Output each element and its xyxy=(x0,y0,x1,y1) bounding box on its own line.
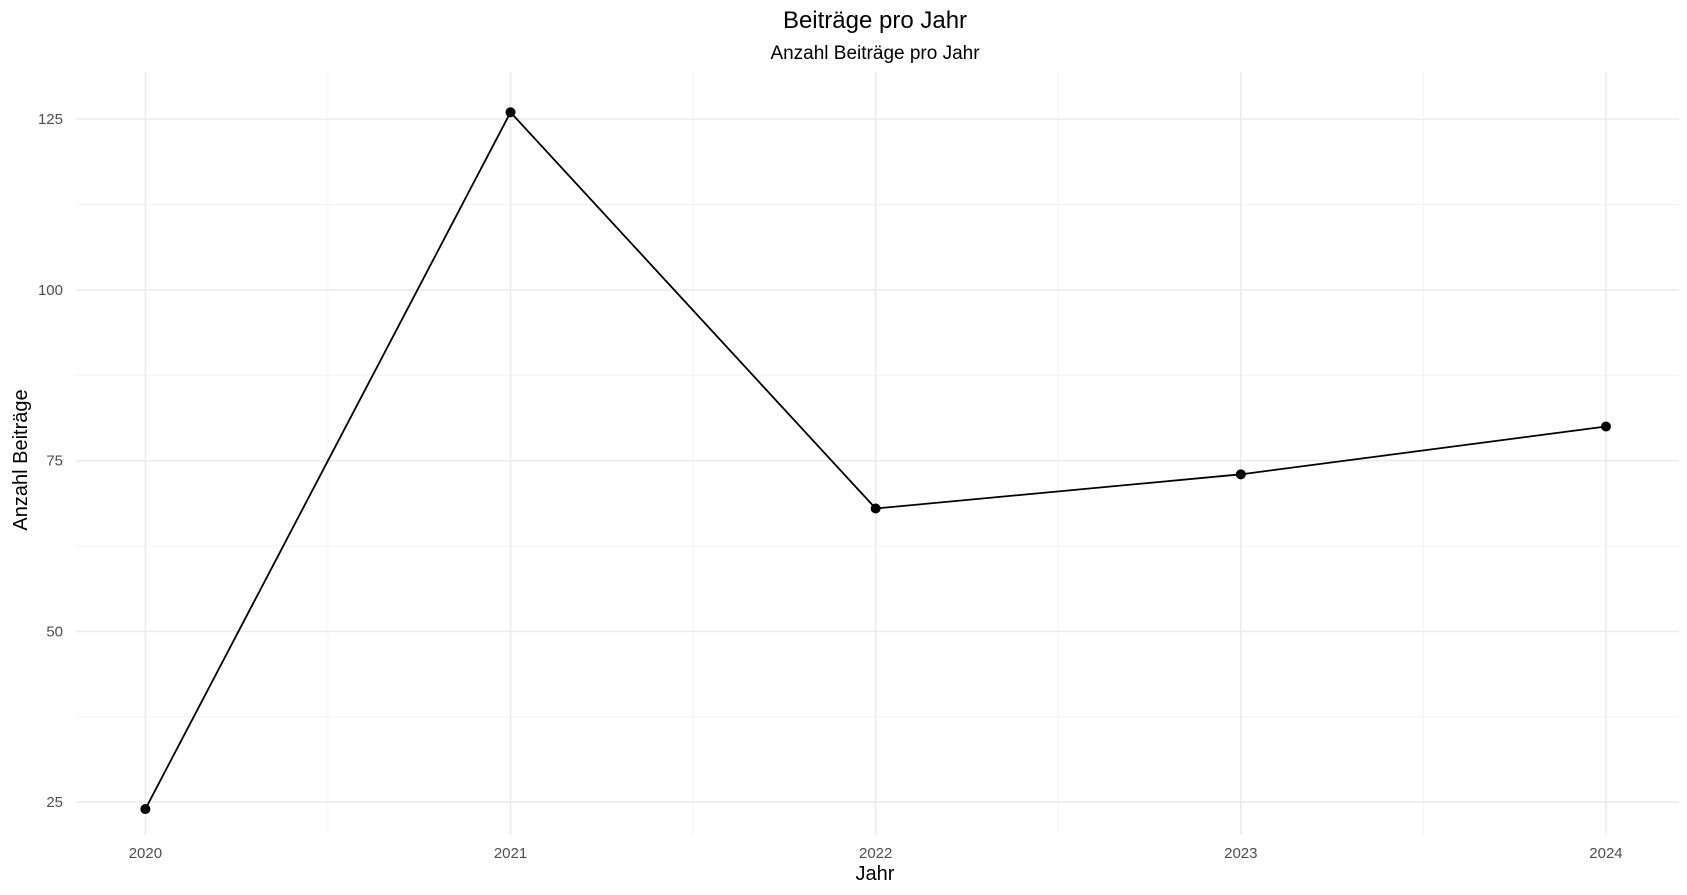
chart-subtitle: Anzahl Beiträge pro Jahr xyxy=(770,43,980,64)
y-tick-label: 125 xyxy=(38,111,63,128)
y-axis-title: Anzahl Beiträge xyxy=(10,389,32,530)
data-point xyxy=(1235,469,1246,480)
x-tick-label: 2024 xyxy=(1589,845,1622,862)
y-tick-label: 100 xyxy=(38,282,63,299)
data-point xyxy=(1600,421,1611,432)
data-point xyxy=(870,503,881,514)
y-tick-label: 50 xyxy=(46,623,63,640)
data-point xyxy=(140,804,151,815)
series-layer xyxy=(140,107,1611,815)
chart-title: Beiträge pro Jahr xyxy=(783,7,967,34)
x-tick-label: 2020 xyxy=(129,845,162,862)
gridlines xyxy=(76,72,1679,835)
x-axis-title: Jahr xyxy=(856,863,895,885)
y-tick-label: 25 xyxy=(46,794,63,811)
x-tick-label: 2023 xyxy=(1224,845,1257,862)
y-tick-label: 75 xyxy=(46,453,63,470)
y-axis-ticks: 25 50 75 100 125 xyxy=(38,111,63,811)
x-axis-ticks: 2020 2021 2022 2023 2024 xyxy=(129,845,1623,862)
x-tick-label: 2021 xyxy=(494,845,527,862)
x-tick-label: 2022 xyxy=(859,845,892,862)
data-point xyxy=(505,107,516,118)
